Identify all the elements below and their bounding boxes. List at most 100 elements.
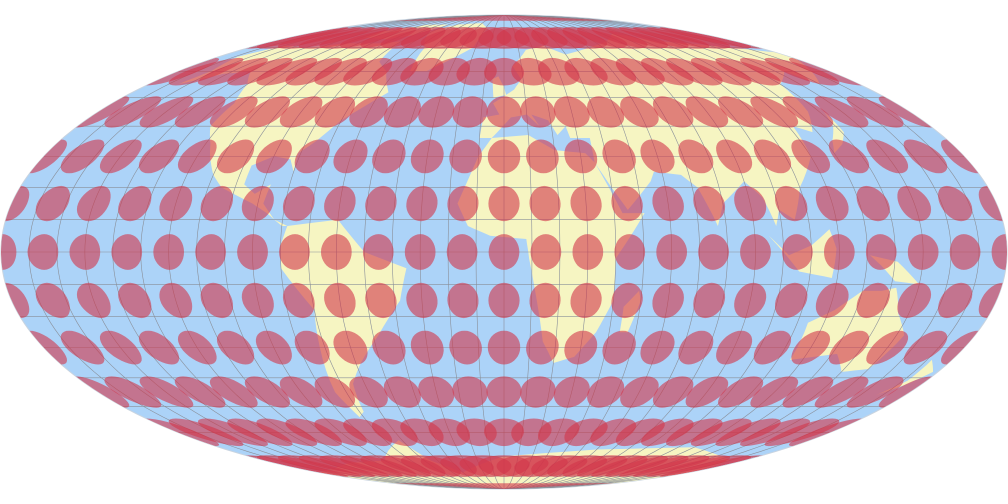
tissot-indicatrix	[641, 418, 694, 447]
tissot-indicatrix	[29, 139, 67, 174]
tissot-indicatrix	[641, 57, 694, 86]
tissot-indicatrix	[789, 418, 862, 447]
tissot-indicatrix	[652, 185, 684, 222]
tissot-indicatrix	[856, 185, 890, 222]
tissot-indicatrix	[656, 234, 687, 270]
tissot-indicatrix	[734, 282, 767, 319]
tissot-indicatrix	[452, 96, 488, 128]
tissot-indicatrix	[640, 330, 675, 365]
tissot-indicatrix	[75, 376, 130, 408]
tissot-indicatrix	[418, 376, 455, 408]
tissot-indicatrix	[846, 376, 904, 408]
tissot-indicatrices	[1, 15, 1007, 489]
tissot-indicatrix	[406, 282, 438, 319]
tissot-indicatrix	[715, 418, 781, 447]
tissot-indicatrix	[153, 234, 184, 270]
tissot-indicatrix	[791, 330, 831, 365]
tissot-indicatrix	[146, 418, 219, 447]
tissot-indicatrix	[690, 418, 752, 447]
tissot-indicatrix	[321, 234, 352, 270]
tissot-indicatrix	[828, 330, 870, 365]
tissot-indicatrix	[200, 185, 233, 222]
tissot-indicatrix	[452, 376, 488, 408]
tissot-indicatrix	[572, 234, 604, 270]
tissot-indicatrix	[486, 96, 522, 128]
tissot-indicatrix	[227, 418, 293, 447]
tissot-indicatrix	[285, 57, 342, 86]
tissot-indicatrix	[526, 330, 559, 365]
tissot-indicatrix	[216, 330, 255, 365]
tissot-indicatrix	[362, 234, 394, 270]
tissot-indicatrix	[159, 282, 193, 319]
tissot-indicatrix	[209, 96, 258, 128]
tissot-indicatrix	[279, 96, 323, 128]
tissot-indicatrix	[740, 418, 811, 447]
tissot-indicatrix	[938, 185, 973, 222]
tissot-indicatrix	[907, 234, 939, 270]
tissot-indicatrix	[938, 282, 973, 319]
tissot-indicatrix	[314, 376, 356, 408]
tissot-indicatrix	[611, 282, 643, 319]
tissot-indicatrix	[237, 234, 268, 270]
tissot-indicatrix	[488, 234, 520, 270]
tissot-indicatrix	[685, 376, 729, 408]
tissot-indicatrix	[775, 282, 808, 319]
tissot-indicatrix	[365, 185, 397, 222]
tissot-indicatrix	[666, 57, 723, 86]
tissot-indicatrix	[282, 185, 315, 222]
tissot-indicatrix	[602, 330, 636, 365]
tissot-indicatrix	[449, 330, 482, 365]
tissot-indicatrix	[118, 185, 152, 222]
tissot-indicatrix	[978, 185, 1003, 222]
tissot-indicatrix	[620, 96, 659, 128]
tissot-indicatrix	[824, 234, 855, 270]
tissot-indicatrix	[104, 376, 162, 408]
tissot-indicatrix	[349, 96, 388, 128]
tissot-indicatrix-pole	[393, 15, 615, 21]
tissot-indicatrix	[139, 96, 194, 128]
tissot-indicatrix	[487, 139, 521, 174]
tissot-indicatrix	[35, 282, 70, 319]
tissot-indicatrix	[789, 57, 862, 86]
tissot-indicatrix	[897, 185, 932, 222]
tissot-indicatrix	[177, 330, 217, 365]
tissot-indicatrix	[978, 282, 1003, 319]
tissot-indicatrix	[903, 330, 948, 365]
tissot-indicatrix	[815, 282, 849, 319]
tissot-indicatrix	[365, 282, 397, 319]
tissot-indicatrix	[372, 330, 406, 365]
tissot-indicatrix	[314, 418, 367, 447]
tissot-indicatrix	[314, 96, 356, 128]
tissot-indicatrix	[5, 282, 30, 319]
tissot-indicatrix	[740, 234, 771, 270]
tissot-indicatrix	[716, 139, 753, 174]
tissot-indicatrix	[693, 282, 726, 319]
tissot-indicatrix	[587, 376, 625, 408]
tissot-indicatrix	[718, 376, 764, 408]
tissot-indicatrix	[775, 185, 808, 222]
tissot-indicatrix	[791, 139, 831, 174]
tissot-indicatrix	[753, 139, 792, 174]
tissot-indicatrix	[716, 330, 753, 365]
tissot-indicatrix	[991, 234, 1007, 270]
tissot-indicatrix	[520, 376, 556, 408]
tissot-indicatrix	[75, 96, 130, 128]
tissot-indicatrix	[333, 139, 368, 174]
tissot-indicatrix	[678, 330, 714, 365]
tissot-indicatrix	[244, 376, 290, 408]
tissot-indicatrix	[256, 418, 318, 447]
tissot-indicatrix	[640, 139, 675, 174]
tissot-indicatrix	[602, 139, 636, 174]
tissot-indicatrix	[418, 96, 455, 128]
tissot-indicatrix	[529, 282, 561, 319]
tissot-indicatrix	[814, 96, 869, 128]
tissot-indicatrix	[138, 139, 180, 174]
tissot-indicatrix	[750, 96, 799, 128]
landmass-north-america	[178, 41, 402, 226]
tissot-indicatrix	[27, 234, 59, 270]
tissot-indicatrix	[587, 96, 625, 128]
tissot-indicatrix	[209, 376, 258, 408]
tissot-indicatrix	[294, 330, 330, 365]
tissot-indicatrix	[690, 57, 752, 86]
tissot-indicatrix	[99, 330, 142, 365]
